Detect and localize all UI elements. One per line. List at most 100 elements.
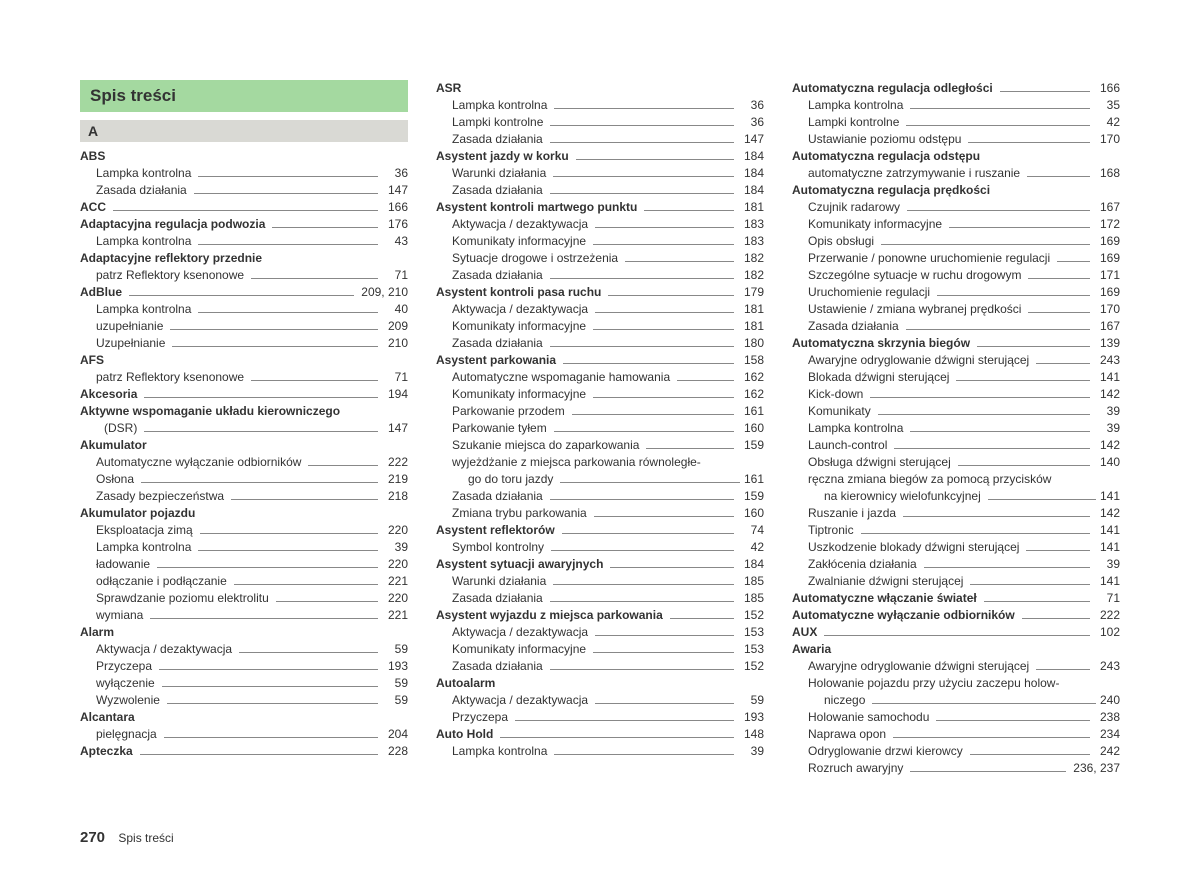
index-subentry: Zmiana trybu parkowania160: [436, 505, 764, 522]
entry-page: 184: [738, 556, 764, 573]
index-subentry: ładowanie220: [80, 556, 408, 573]
leader-line: [550, 669, 734, 670]
leader-line: [129, 295, 354, 296]
entry-page: 159: [738, 437, 764, 454]
entry-label: Lampka kontrolna: [792, 97, 906, 114]
entry-label: automatyczne zatrzymywanie i ruszanie: [792, 165, 1023, 182]
leader-line: [200, 533, 378, 534]
entry-label: Zasada działania: [80, 182, 190, 199]
entry-label: Kick-down: [792, 386, 866, 403]
index-title-box: Spis treści: [80, 80, 408, 112]
index-subentry: Zasada działania147: [80, 182, 408, 199]
index-subentry: Launch-control142: [792, 437, 1120, 454]
column-1-entries: ABSLampka kontrolna36Zasada działania147…: [80, 148, 408, 760]
index-entry: ACC166: [80, 199, 408, 216]
leader-line: [949, 227, 1090, 228]
leader-line: [159, 669, 378, 670]
entry-page: 152: [738, 607, 764, 624]
entry-page: 71: [382, 267, 408, 284]
entry-label: Aktywacja / dezaktywacja: [436, 624, 591, 641]
index-subentry: Zasada działania147: [436, 131, 764, 148]
entry-label: Lampki kontrolne: [436, 114, 546, 131]
leader-line: [172, 346, 378, 347]
entry-page: 240: [1100, 692, 1120, 709]
entry-label: Uszkodzenie blokady dźwigni sterującej: [792, 539, 1022, 556]
entry-page: 71: [382, 369, 408, 386]
index-subentry: Zasada działania180: [436, 335, 764, 352]
leader-line: [198, 176, 378, 177]
entry-label: Aktywacja / dezaktywacja: [80, 641, 235, 658]
index-subentry: Przerwanie / ponowne uruchomienie regula…: [792, 250, 1120, 267]
leader-line: [239, 652, 378, 653]
entry-page: 209: [382, 318, 408, 335]
leader-line: [1026, 550, 1090, 551]
entry-page: 193: [382, 658, 408, 675]
column-2: ASRLampka kontrolna36Lampki kontrolne36Z…: [436, 80, 764, 777]
index-subentry: Symbol kontrolny42: [436, 539, 764, 556]
index-subentry: (DSR)147: [80, 420, 408, 437]
entry-label: go do toru jazdy: [468, 471, 556, 488]
entry-page: 169: [1094, 284, 1120, 301]
leader-line: [1036, 363, 1090, 364]
index-subentry: Osłona219: [80, 471, 408, 488]
index-entry: ASR: [436, 80, 764, 97]
entry-label: na kierownicy wielofunkcyjnej: [824, 488, 984, 505]
index-subentry: wymiana221: [80, 607, 408, 624]
entry-page: 221: [382, 573, 408, 590]
entry-label: AUX: [792, 624, 820, 641]
index-entry: Auto Hold148: [436, 726, 764, 743]
column-3: Automatyczna regulacja odległości166Lamp…: [792, 80, 1120, 777]
entry-page: 39: [1094, 403, 1120, 420]
index-subentry: Uzupełnianie210: [80, 335, 408, 352]
entry-label: Automatyczna regulacja prędkości: [792, 182, 993, 199]
entry-label: Adaptacyjna regulacja podwozia: [80, 216, 268, 233]
entry-page: 193: [738, 709, 764, 726]
entry-page: 170: [1094, 301, 1120, 318]
leader-line: [231, 499, 378, 500]
leader-line: [894, 448, 1090, 449]
entry-label: Ruszanie i jazda: [792, 505, 899, 522]
entry-label: Zasada działania: [436, 335, 546, 352]
entry-label: Lampka kontrolna: [80, 233, 194, 250]
entry-page: 42: [738, 539, 764, 556]
index-entry: Alarm: [80, 624, 408, 641]
leader-line: [576, 159, 734, 160]
index-subentry: Komunikaty informacyjne172: [792, 216, 1120, 233]
column-3-entries: Automatyczna regulacja odległości166Lamp…: [792, 80, 1120, 777]
entry-page: 179: [738, 284, 764, 301]
entry-page: 243: [1094, 352, 1120, 369]
entry-page: 71: [1094, 590, 1120, 607]
column-2-entries: ASRLampka kontrolna36Lampki kontrolne36Z…: [436, 80, 764, 760]
leader-line: [276, 601, 378, 602]
entry-label: Szczególne sytuacje w ruchu drogowym: [792, 267, 1024, 284]
index-entry: Automatyczne wyłączanie odbiorników222: [792, 607, 1120, 624]
leader-line: [593, 652, 734, 653]
index-entry: Asystent sytuacji awaryjnych 184: [436, 556, 764, 573]
index-subentry: Warunki działania184: [436, 165, 764, 182]
index-subentry: Zakłócenia działania39: [792, 556, 1120, 573]
entry-label: Komunikaty informacyjne: [792, 216, 945, 233]
entry-label: Zwalnianie dźwigni sterującej: [792, 573, 966, 590]
entry-label: Parkowanie przodem: [436, 403, 568, 420]
entry-label: Komunikaty informacyjne: [436, 233, 589, 250]
leader-line: [644, 210, 734, 211]
leader-line: [906, 125, 1090, 126]
entry-page: 40: [382, 301, 408, 318]
index-subentry: Lampka kontrolna36: [80, 165, 408, 182]
entry-page: 102: [1094, 624, 1120, 641]
leader-line: [150, 618, 378, 619]
entry-label: Automatyczne wyłączanie odbiorników: [792, 607, 1018, 624]
leader-line: [907, 210, 1090, 211]
entry-label: Asystent sytuacji awaryjnych: [436, 556, 606, 573]
leader-line: [824, 635, 1090, 636]
index-entry: Asystent parkowania158: [436, 352, 764, 369]
leader-line: [906, 329, 1090, 330]
index-subentry: Komunikaty informacyjne181: [436, 318, 764, 335]
index-entry: Awaria: [792, 641, 1120, 658]
entry-label: Przyczepa: [436, 709, 511, 726]
entry-label: Automatyczne włączanie świateł: [792, 590, 980, 607]
leader-line: [977, 346, 1090, 347]
entry-label: Zasada działania: [436, 182, 546, 199]
leader-line: [251, 380, 378, 381]
entry-page: 183: [738, 233, 764, 250]
